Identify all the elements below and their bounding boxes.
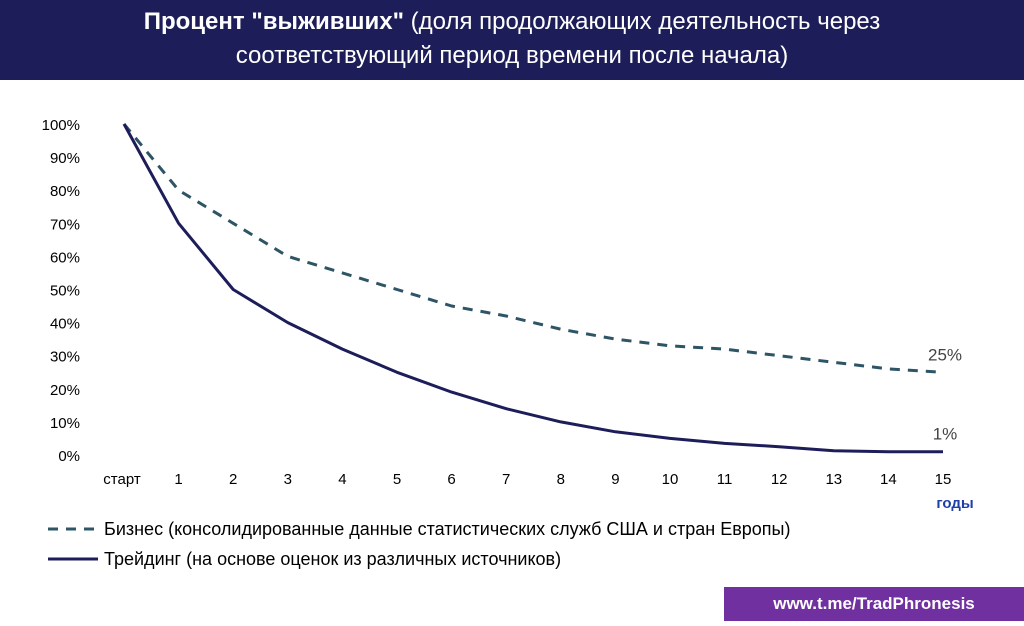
x-tick-label: 8 [557, 471, 565, 488]
y-tick-label: 40% [50, 316, 80, 333]
end-value-label: 1% [933, 425, 958, 444]
x-axis-label: годы [936, 495, 973, 512]
y-tick-label: 0% [58, 448, 80, 465]
x-tick-label: 5 [393, 471, 401, 488]
chart-area: 0% 10% 20% 30% 40% 50% 60% 70% 80% 90% 100% старт 1 2… [0, 80, 1024, 621]
legend-label: Бизнес (консолидированные данные статист… [104, 519, 790, 539]
x-tick-label: 15 [935, 471, 952, 488]
y-tick-label: 50% [50, 283, 80, 300]
x-tick-label: 14 [880, 471, 897, 488]
x-tick-label: 7 [502, 471, 510, 488]
x-tick-label: 3 [284, 471, 292, 488]
x-tick-label: 13 [825, 471, 842, 488]
x-tick-label: 1 [174, 471, 182, 488]
y-tick-label: 30% [50, 349, 80, 366]
x-tick-label: 9 [611, 471, 619, 488]
y-tick-label: 100% [42, 117, 80, 134]
y-tick-label: 60% [50, 249, 80, 266]
y-tick-label: 20% [50, 382, 80, 399]
x-tick-label: 4 [338, 471, 346, 488]
x-tick-label: 11 [717, 471, 733, 488]
y-tick-label: 10% [50, 415, 80, 432]
y-tick-label: 70% [50, 216, 80, 233]
x-tick-label: 2 [229, 471, 237, 488]
chart-title-line2: соответствующий период времени после нач… [235, 42, 789, 69]
x-tick-label: 12 [771, 471, 788, 488]
series-line-trading [122, 123, 943, 454]
chart-title-line1: Процент "выживших" (доля продолжающих де… [0, 8, 1024, 36]
x-tick-label: 10 [662, 471, 679, 488]
x-tick-label: 6 [447, 471, 455, 488]
x-tick-label: старт [103, 471, 141, 488]
chart-title-rest: (доля продолжающих деятельность через [403, 8, 881, 35]
y-tick-label: 80% [50, 183, 80, 200]
channel-link-badge[interactable]: www.t.me/TradPhronesis [724, 587, 1024, 621]
series-line-business [122, 123, 944, 374]
chart-header: Процент "выживших" (доля продолжающих де… [0, 0, 1024, 80]
y-tick-label: 90% [50, 150, 80, 167]
line-chart: 0%10%20%30%40%50%60%70%80%90%100%старт 1 2… [42, 117, 974, 569]
end-value-label: 25% [928, 345, 962, 364]
chart-title-bold: Процент "выживших" [143, 8, 404, 35]
legend-label: Трейдинг (на основе оценок из различных … [104, 549, 561, 569]
